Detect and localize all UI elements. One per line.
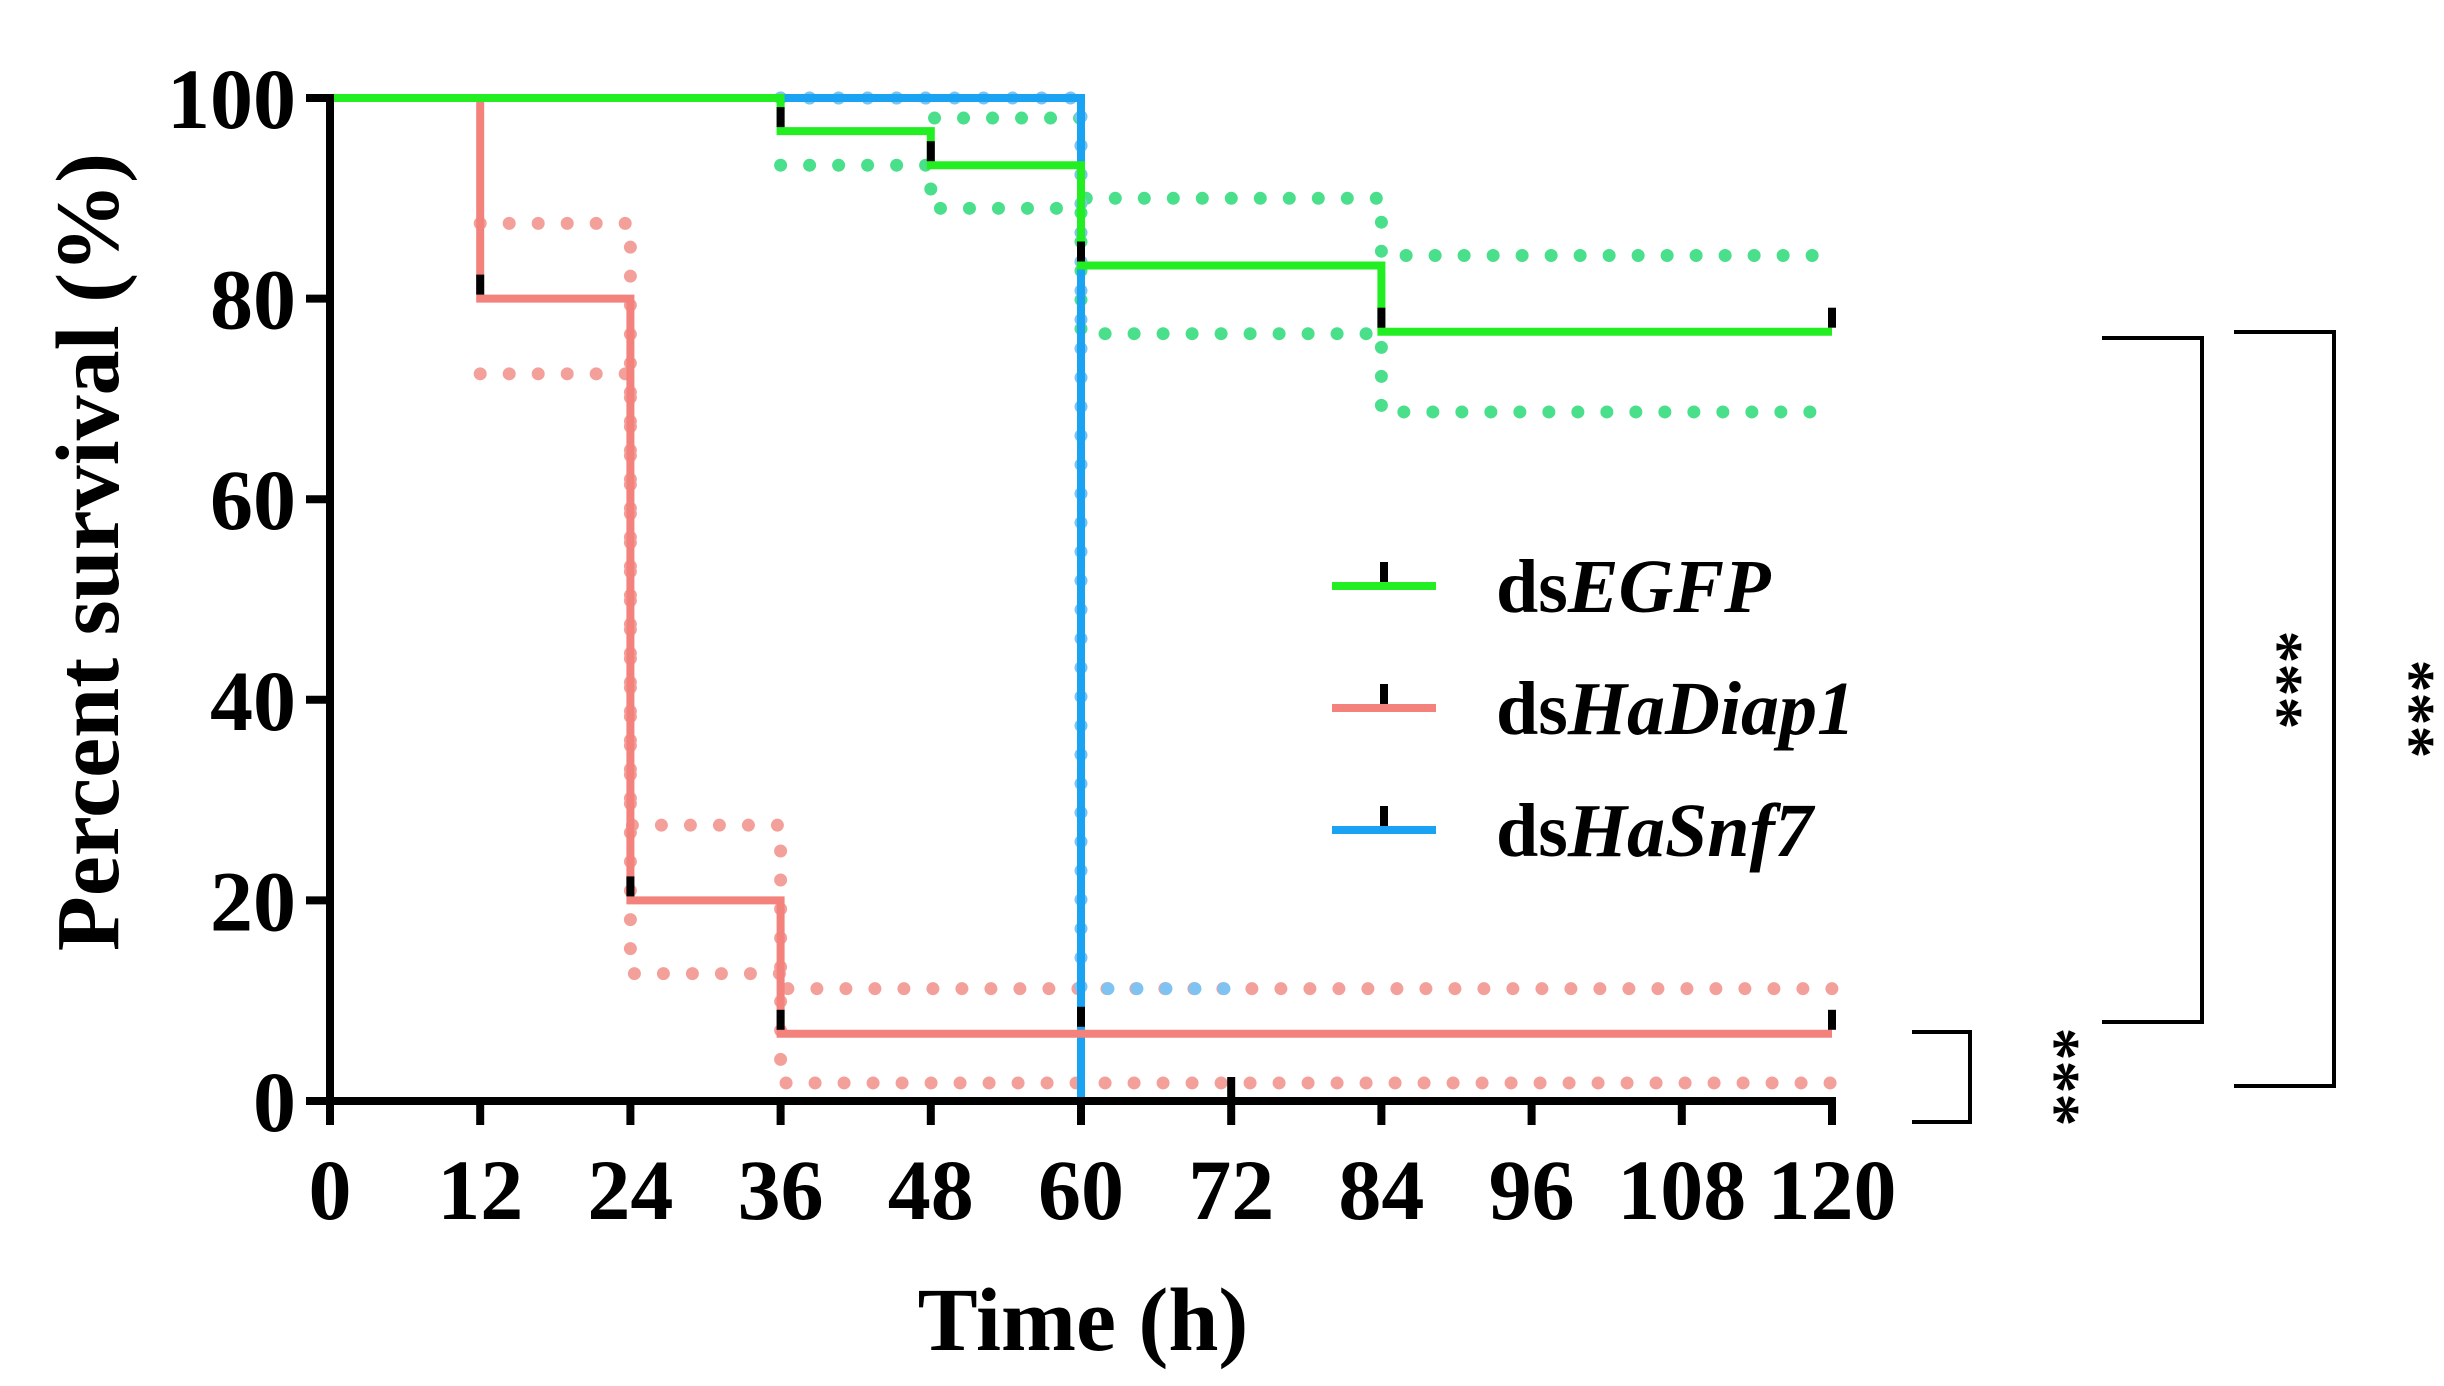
- significance-bracket-2: ***: [2234, 330, 2444, 1088]
- x-tick-label: 36: [738, 1142, 824, 1238]
- significance-brackets: *** *** ***: [1912, 330, 2444, 1127]
- legend-label: dsEGFP: [1496, 545, 1771, 629]
- ci-lower-hadiap1: [473, 367, 1839, 1090]
- y-tick-label: 80: [210, 252, 296, 348]
- legend-entry-egfp: dsEGFP: [1332, 545, 1771, 629]
- y-tick-label: 60: [210, 452, 296, 548]
- x-tick-label: 120: [1768, 1142, 1897, 1238]
- bracket-line: [1912, 1030, 1972, 1124]
- y-tick-label: 20: [210, 853, 296, 949]
- x-tick-label: 60: [1038, 1142, 1124, 1238]
- x-tick-label: 0: [309, 1142, 352, 1238]
- bracket-line: [2102, 336, 2204, 1024]
- censor-mark-layer: [476, 107, 1836, 1097]
- bracket-line: [2234, 330, 2336, 1088]
- x-tick-label: 12: [437, 1142, 523, 1238]
- legend: dsEGFP dsHaDiap1 dsHaSnf7: [1332, 545, 1855, 873]
- legend-entry-hasnf7: dsHaSnf7: [1332, 789, 1816, 873]
- x-tick-label: 108: [1617, 1142, 1746, 1238]
- legend-label: dsHaDiap1: [1496, 667, 1855, 751]
- x-tick-label: 48: [888, 1142, 974, 1238]
- ci-upper-hadiap1: [473, 216, 1839, 996]
- ci-lower-egfp: [774, 158, 1839, 419]
- legend-label: dsHaSnf7: [1496, 789, 1816, 873]
- significance-label: ***: [2243, 631, 2316, 730]
- x-tick-label: 24: [587, 1142, 673, 1238]
- axes-layer: 0 20 40 60 80 100 0 12 24 36 48 60 72 84 96 108 120 Time …: [39, 51, 1897, 1370]
- significance-bracket-1: ***: [2102, 336, 2316, 1024]
- significance-label: ***: [2375, 660, 2444, 759]
- ci-upper-egfp: [774, 91, 1839, 262]
- x-tick-label: 72: [1188, 1142, 1274, 1238]
- x-tick-label: 84: [1338, 1142, 1424, 1238]
- x-axis-title: Time (h): [918, 1271, 1249, 1370]
- significance-bracket-0: ***: [1912, 1028, 2093, 1127]
- significance-label: ***: [2020, 1028, 2093, 1127]
- y-tick-label: 100: [167, 51, 296, 147]
- legend-entry-hadiap1: dsHaDiap1: [1332, 667, 1855, 751]
- ci-upper-hasnf7: [774, 91, 1238, 996]
- y-tick-label: 0: [253, 1054, 296, 1150]
- x-tick-label: 96: [1489, 1142, 1575, 1238]
- y-axis-title: Percent survival (%): [39, 153, 138, 951]
- y-tick-label: 40: [210, 653, 296, 749]
